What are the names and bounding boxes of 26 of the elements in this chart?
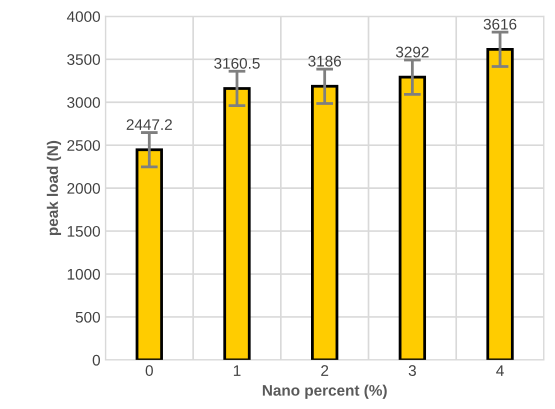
data-label: 3186 [308, 56, 341, 67]
data-label: 3160.5 [214, 58, 260, 69]
x-tick-label: 0 [146, 365, 153, 376]
data-label: 2447.2 [126, 119, 172, 130]
bar [223, 87, 251, 360]
bar [486, 48, 514, 360]
bar [398, 76, 426, 360]
y-axis-title: peak load (N) [46, 140, 62, 236]
x-tick-label: 1 [234, 365, 240, 376]
y-tick-label: 3500 [67, 54, 100, 65]
y-tick-label: 500 [76, 312, 100, 323]
y-tick-label: 4000 [66, 11, 100, 22]
y-tick-label: 2500 [67, 140, 100, 151]
data-label: 3292 [396, 46, 429, 58]
x-tick-label: 3 [408, 365, 416, 376]
y-tick-label: 1500 [68, 226, 100, 237]
bar [311, 84, 338, 360]
y-tick-label: 1000 [68, 268, 100, 280]
x-tick-label: 2 [321, 365, 328, 376]
y-tick-label: 2000 [67, 183, 100, 194]
x-tick-label: 4 [496, 365, 504, 376]
y-tick-label: 0 [92, 354, 100, 366]
x-axis-title: Nano percent (%) [262, 384, 387, 399]
bar [136, 148, 163, 360]
data-label: 3616 [484, 18, 516, 30]
y-tick-label: 3000 [67, 97, 100, 108]
